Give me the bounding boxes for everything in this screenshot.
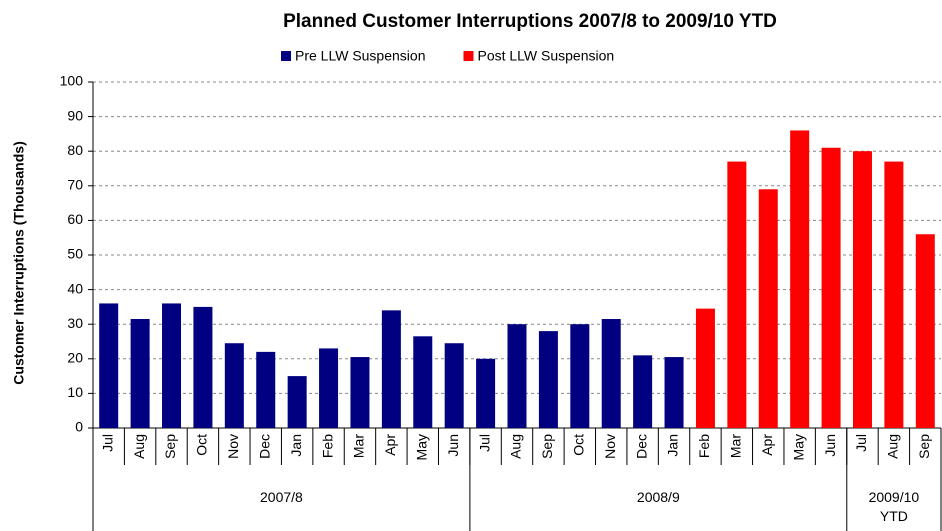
x-tick-label: Jul <box>99 434 115 452</box>
x-tick-label: Nov <box>602 434 618 459</box>
bar <box>224 343 244 428</box>
bar <box>727 161 747 428</box>
bar <box>664 357 684 428</box>
y-tick-label: 50 <box>67 246 83 262</box>
x-tick-label: Apr <box>382 434 398 456</box>
bar <box>884 161 904 428</box>
bar <box>193 306 213 428</box>
bar <box>821 147 841 429</box>
bar <box>99 303 119 428</box>
bar <box>319 348 339 428</box>
bar <box>287 376 307 428</box>
bar <box>601 319 621 428</box>
bar <box>695 308 715 428</box>
x-tick-label: Jan <box>665 434 681 457</box>
y-tick-label: 60 <box>67 211 83 227</box>
x-tick-label: Mar <box>728 434 744 458</box>
bar <box>130 319 150 428</box>
x-tick-label: Jul <box>853 434 869 452</box>
bar <box>790 130 810 428</box>
x-tick-label: Mar <box>351 434 367 458</box>
bar <box>538 331 558 428</box>
y-tick-label: 10 <box>67 384 83 400</box>
bar <box>350 357 370 428</box>
y-tick-label: 0 <box>75 419 83 435</box>
bar <box>507 324 527 428</box>
bar <box>256 351 276 428</box>
group-label: 2009/10 YTD <box>868 489 920 524</box>
legend-swatch <box>463 51 474 61</box>
x-tick-label: Jun <box>822 434 838 457</box>
x-tick-label: Sep <box>916 434 932 459</box>
x-tick-label: Aug <box>131 434 147 459</box>
bar <box>852 151 872 428</box>
x-tick-label: May <box>413 434 429 460</box>
bar <box>758 189 778 428</box>
group-label: 2007/8 <box>260 489 303 505</box>
y-tick-label: 100 <box>60 73 84 89</box>
bar <box>633 355 653 428</box>
bar <box>915 234 935 428</box>
x-tick-label: Sep <box>539 434 555 459</box>
y-tick-label: 90 <box>67 107 83 123</box>
x-tick-label: Sep <box>162 434 178 459</box>
y-tick-label: 40 <box>67 280 83 296</box>
x-tick-label: Feb <box>319 434 335 458</box>
x-tick-label: Oct <box>194 434 210 456</box>
x-tick-label: Aug <box>508 434 524 459</box>
x-tick-label: Jun <box>445 434 461 457</box>
y-tick-label: 80 <box>67 142 83 158</box>
legend-label: Pre LLW Suspension <box>295 48 425 64</box>
bar <box>381 310 401 428</box>
bar <box>444 343 464 428</box>
x-tick-label: Jan <box>288 434 304 457</box>
x-tick-label: Dec <box>256 434 272 459</box>
x-tick-label: Aug <box>885 434 901 459</box>
x-tick-label: Jul <box>476 434 492 452</box>
x-tick-label: Apr <box>759 434 775 456</box>
x-tick-label: Nov <box>225 434 241 459</box>
x-tick-label: Feb <box>696 434 712 458</box>
y-tick-label: 30 <box>67 315 83 331</box>
x-tick-label: Dec <box>633 434 649 459</box>
bar <box>162 303 182 428</box>
bar <box>570 324 590 428</box>
bar <box>476 358 496 428</box>
y-axis-label: Customer Interruptions (Thousands) <box>11 141 27 384</box>
x-tick-label: May <box>790 434 806 460</box>
x-tick-label: Oct <box>571 434 587 456</box>
legend-label: Post LLW Suspension <box>477 48 614 64</box>
y-tick-label: 20 <box>67 350 83 366</box>
chart-title: Planned Customer Interruptions 2007/8 to… <box>283 11 777 32</box>
group-label: 2008/9 <box>636 489 680 505</box>
bar <box>413 336 433 428</box>
legend-swatch <box>281 51 291 61</box>
y-tick-label: 70 <box>67 177 83 193</box>
